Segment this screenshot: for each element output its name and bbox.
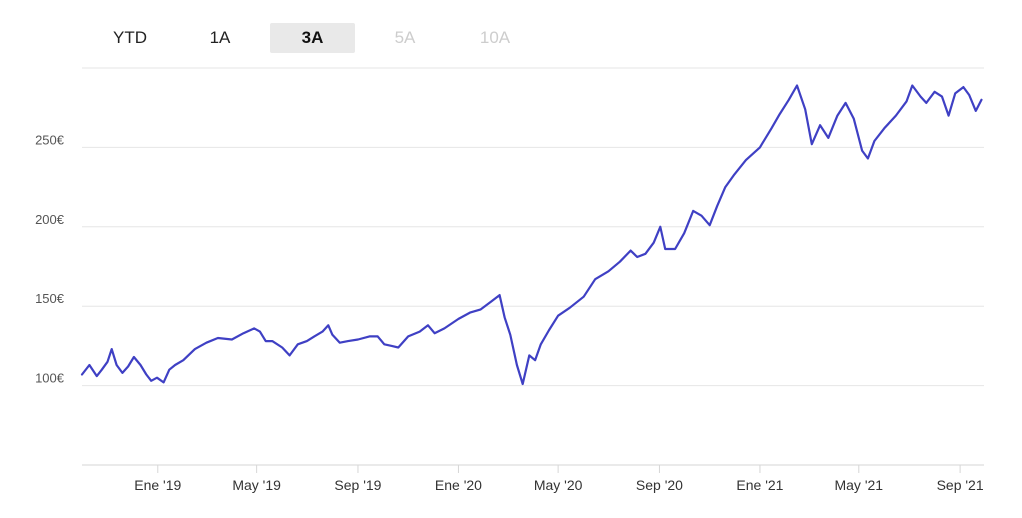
y-tick-label-200: 200€ [35, 212, 65, 227]
x-axis: Ene '19 May '19 Sep '19 Ene '20 May '20 … [134, 477, 984, 493]
x-tick-label: Ene '19 [134, 477, 181, 493]
y-tick-label-150: 150€ [35, 291, 65, 306]
y-tick-label-100: 100€ [35, 371, 65, 386]
x-tick-label: Sep '21 [937, 477, 984, 493]
x-tick-label: Sep '20 [636, 477, 683, 493]
range-tab-3a[interactable]: 3A [270, 23, 355, 53]
x-tick-label: Ene '21 [736, 477, 783, 493]
x-axis-ticks [157, 465, 961, 473]
range-tab-10a: 10A [479, 28, 511, 47]
x-tick-label: Sep '19 [334, 477, 381, 493]
range-tab-5a: 5A [394, 28, 416, 47]
range-tab-ytd[interactable]: YTD [113, 28, 147, 47]
range-tab-1a[interactable]: 1A [209, 28, 231, 47]
price-series-line [80, 84, 983, 386]
x-tick-label: Ene '20 [435, 477, 482, 493]
y-tick-label-250: 250€ [35, 132, 65, 147]
x-tick-label: May '21 [834, 477, 883, 493]
y-axis: 100€ 150€ 200€ 250€ [35, 132, 65, 385]
x-tick-label: May '20 [534, 477, 583, 493]
x-tick-label: May '19 [232, 477, 281, 493]
grid-lines [82, 67, 984, 387]
